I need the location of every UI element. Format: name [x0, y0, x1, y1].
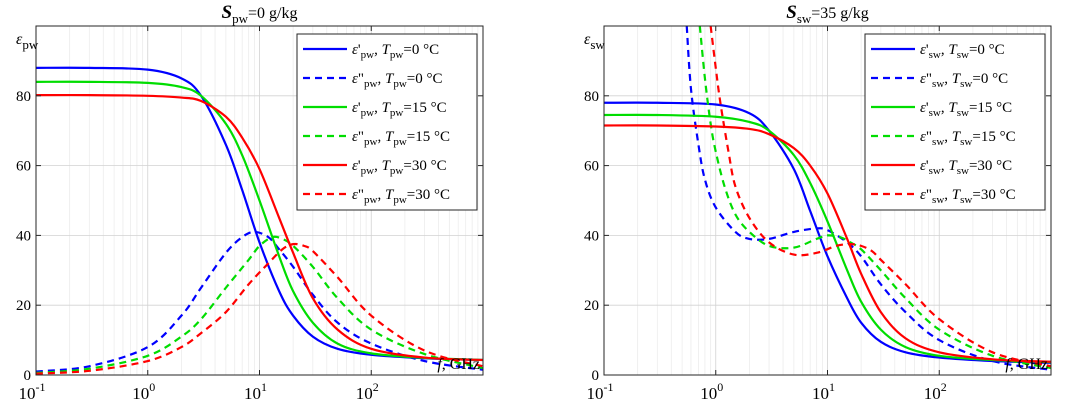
panel-1: 10-1 100 101 102 0 20 40 60 80 Spw=0 g/kg εpw f, GH…	[16, 2, 484, 403]
x-tick-label: 100	[132, 380, 155, 403]
y-axis-label: εsw	[584, 31, 605, 52]
x-tick-label: 10-1	[19, 380, 46, 403]
series-group	[604, 26, 1051, 371]
panel-2: 10-1 100 101 102 0 20 40 60 80 Ssw=35 g/kg εsw f, G…	[584, 2, 1052, 403]
series-line-6	[709, 26, 1051, 368]
chart-title: Ssw=35 g/kg	[786, 2, 869, 26]
series-line-1	[604, 101, 1051, 364]
y-axis-label: εpw	[16, 31, 39, 52]
x-tick-label: 101	[812, 380, 835, 403]
legend-entry-2: ε"sw, Tsw=0 °C	[920, 71, 1008, 90]
legend-entry-1: ε'sw, Tsw=0 °C	[920, 42, 1005, 61]
x-tick-label: 102	[356, 380, 379, 403]
legend: ε'pw, Tpw=0 °C ε"pw, Tpw=0 °C ε'pw, Tpw=15…	[296, 33, 478, 211]
series-line-1	[36, 66, 483, 362]
legend-entry-1: ε'pw, Tpw=0 °C	[352, 42, 439, 61]
x-tick-label: 10-1	[587, 380, 614, 403]
series-line-2	[36, 230, 483, 373]
y-tick-label: 0	[592, 368, 600, 384]
x-axis-label: f, GHz	[1005, 356, 1048, 373]
y-tick-label: 0	[24, 368, 32, 384]
legend: ε'sw, Tsw=0 °C ε"sw, Tsw=0 °C ε'sw, Tsw=15…	[864, 33, 1046, 211]
chart-title: Spw=0 g/kg	[222, 2, 298, 26]
legend-entry-5: ε'pw, Tpw=30 °C	[352, 158, 447, 177]
y-tick-label: 80	[584, 89, 599, 105]
series-line-2	[685, 26, 1051, 371]
y-tick-label: 60	[16, 159, 31, 175]
series-line-4	[698, 26, 1051, 370]
series-line-4	[36, 235, 483, 375]
series-line-5	[604, 124, 1051, 363]
series-line-5	[36, 93, 483, 362]
legend-box	[296, 33, 478, 211]
series-line-3	[36, 80, 483, 362]
series-line-6	[36, 242, 483, 375]
y-tick-label: 80	[16, 89, 31, 105]
legend-entry-6: ε"sw, Tsw=30 °C	[920, 187, 1016, 206]
legend-entry-4: ε"pw, Tpw=15 °C	[352, 129, 450, 148]
y-tick-label: 40	[16, 228, 31, 244]
legend-entry-3: ε'sw, Tsw=15 °C	[920, 100, 1012, 119]
legend-entry-5: ε'sw, Tsw=30 °C	[920, 158, 1012, 177]
legend-entry-6: ε"pw, Tpw=30 °C	[352, 187, 450, 206]
legend-entry-4: ε"sw, Tsw=15 °C	[920, 129, 1016, 148]
x-tick-label: 100	[700, 380, 723, 403]
y-tick-label: 20	[16, 298, 31, 314]
x-tick-label: 102	[924, 380, 947, 403]
series-line-3	[604, 113, 1051, 364]
legend-box	[864, 33, 1046, 211]
legend-entry-3: ε'pw, Tpw=15 °C	[352, 100, 447, 119]
y-tick-label: 20	[584, 298, 599, 314]
y-tick-label: 40	[584, 228, 599, 244]
x-axis-label: f, GHz	[437, 356, 480, 373]
legend-entry-2: ε"pw, Tpw=0 °C	[352, 71, 443, 90]
series-group	[36, 66, 483, 375]
x-tick-label: 101	[244, 380, 267, 403]
y-tick-label: 60	[584, 159, 599, 175]
